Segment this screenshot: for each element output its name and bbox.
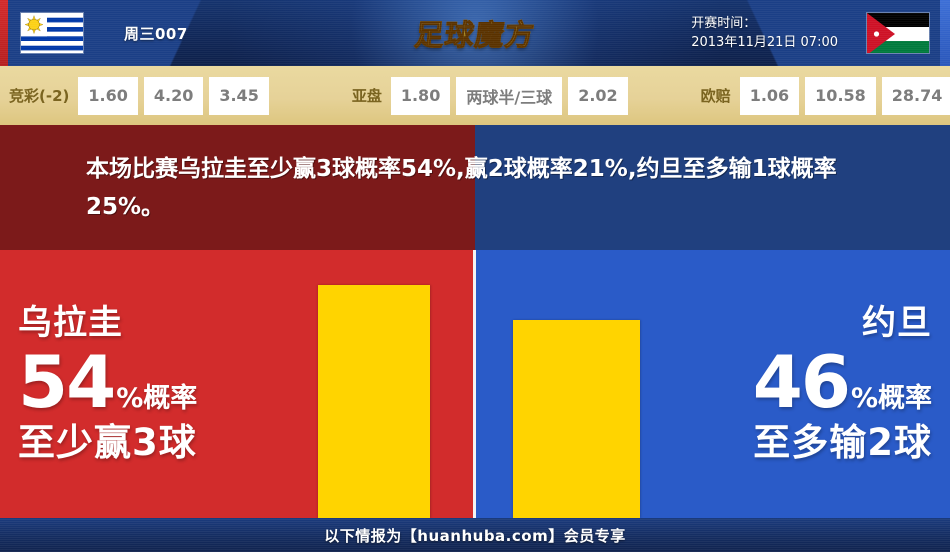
home-outcome-label: 至少赢3球 [18,420,197,464]
panel-divider [473,250,476,518]
away-probability-value: 46 [752,339,851,424]
home-probability-row: 54 %概率 [18,346,197,418]
home-team-name: 乌拉圭 [18,302,123,343]
odds-cell-asian-handicap[interactable]: 两球半/三球 [456,76,563,115]
odds-cell-asian-1[interactable]: 1.80 [390,76,451,115]
probability-chart: 乌拉圭 54 %概率 至少赢3球 约旦 46 %概率 至多输2球 [0,250,950,518]
jordan-flag-icon [866,12,930,54]
footer-text: 以下情报为【huanhuba.com】会员专享 [324,526,626,545]
header-bar: 周三007 足球魔方 开赛时间： 2013年11月21日 07:00 [0,0,950,66]
odds-cell-jingcai-2[interactable]: 4.20 [143,76,204,115]
site-logo-text: 足球魔方 [412,12,537,54]
footer-bar: 以下情报为【huanhuba.com】会员专享 [0,518,950,552]
home-stats: 乌拉圭 54 %概率 至少赢3球 [18,250,318,518]
odds-cell-jingcai-3[interactable]: 3.45 [209,76,269,115]
odds-group-asian: 亚盘 1.80 两球半/三球 2.02 [343,76,634,115]
kickoff-value: 2013年11月21日 07:00 [691,35,838,50]
away-probability-bar [513,320,640,518]
odds-cell-asian-2[interactable]: 2.02 [568,76,628,115]
away-probability-suffix: %概率 [850,382,932,414]
away-stats: 约旦 46 %概率 至多输2球 [632,250,932,518]
home-probability-value: 54 [18,339,116,424]
away-probability-row: 46 %概率 [753,346,932,418]
summary-background-home [0,125,475,250]
kickoff-label: 开赛时间： [691,16,757,31]
odds-cell-jingcai-1[interactable]: 1.60 [78,76,138,115]
home-probability-bar [318,285,430,518]
odds-bar: 竞彩(-2) 1.60 4.20 3.45 亚盘 1.80 两球半/三球 2.0… [0,66,950,125]
odds-group-jingcai: 竞彩(-2) 1.60 4.20 3.45 [0,76,275,115]
odds-cell-european-1[interactable]: 1.06 [739,76,800,115]
match-number: 周三007 [124,24,188,43]
odds-group-european: 欧赔 1.06 10.58 28.74 [692,76,950,115]
away-team-name: 约旦 [862,302,932,343]
odds-label-european: 欧赔 [700,87,731,105]
kickoff-time: 开赛时间： 2013年11月21日 07:00 [691,0,838,66]
odds-cell-european-3[interactable]: 28.74 [881,76,950,115]
odds-label-jingcai: 竞彩(-2) [9,87,70,105]
summary-band: 本场比赛乌拉圭至少赢3球概率54%,赢2球概率21%,约旦至多输1球概率25%。 [0,125,950,250]
home-probability-suffix: %概率 [116,382,198,414]
away-outcome-label: 至多输2球 [753,420,932,464]
summary-text: 本场比赛乌拉圭至少赢3球概率54%,赢2球概率21%,约旦至多输1球概率25%。 [86,155,837,220]
odds-cell-european-2[interactable]: 10.58 [805,76,876,115]
uruguay-flag-icon [20,12,84,54]
header-right-accent [940,0,950,66]
header-left-accent [0,0,8,66]
summary-background-away [475,125,950,250]
odds-label-asian: 亚盘 [351,87,382,105]
